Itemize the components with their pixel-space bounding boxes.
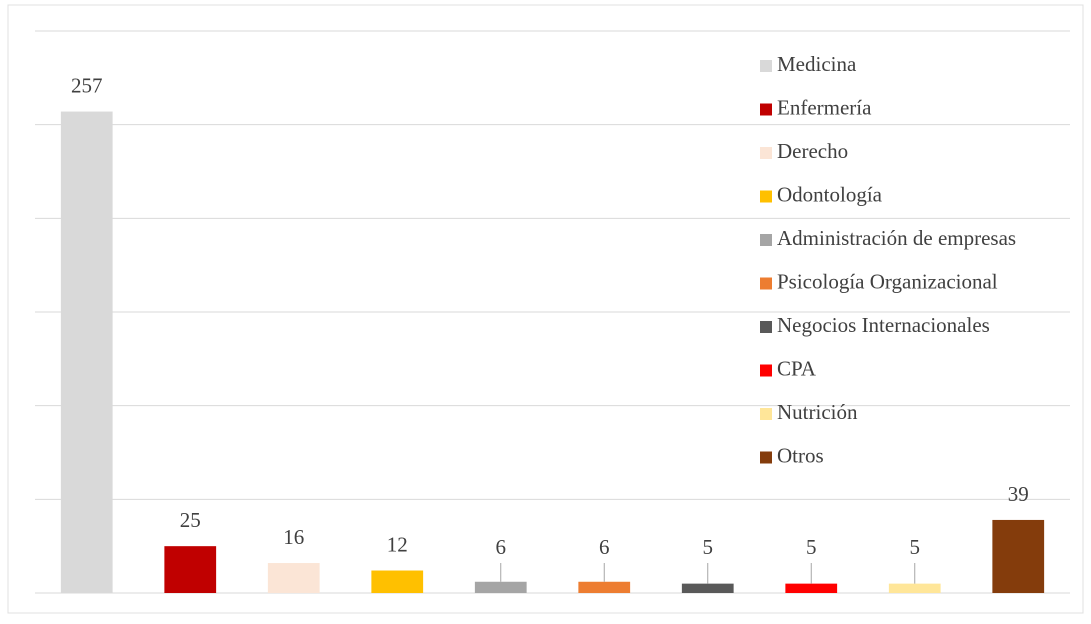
data-label: 5 — [910, 535, 921, 559]
legend-label: Negocios Internacionales — [777, 313, 990, 337]
legend-swatch — [760, 60, 772, 72]
legend-label: Derecho — [777, 139, 848, 163]
bar — [888, 583, 941, 593]
bar — [267, 563, 320, 593]
bar — [164, 546, 217, 593]
data-label: 12 — [387, 532, 408, 556]
legend-label: Otros — [777, 443, 824, 467]
bar — [578, 581, 631, 593]
bar — [992, 519, 1045, 593]
legend-label: Odontología — [777, 182, 883, 206]
legend-swatch — [760, 234, 772, 246]
legend-swatch — [760, 451, 772, 464]
bar — [474, 581, 527, 593]
legend-swatch — [760, 147, 772, 159]
legend-swatch — [760, 321, 772, 333]
legend-label: CPA — [777, 356, 817, 380]
bar — [681, 583, 734, 593]
data-label: 6 — [599, 535, 610, 559]
legend-swatch — [760, 277, 772, 290]
data-label: 257 — [71, 73, 103, 97]
legend-label: Nutrición — [777, 400, 858, 424]
legend-swatch — [760, 364, 772, 377]
bar — [60, 111, 113, 593]
legend-label: Medicina — [777, 52, 857, 76]
chart-border — [7, 4, 1084, 614]
data-label: 6 — [496, 535, 507, 559]
data-label: 5 — [806, 535, 817, 559]
data-label: 25 — [180, 508, 201, 532]
legend-swatch — [760, 190, 772, 203]
data-label: 16 — [283, 525, 304, 549]
legend-label: Administración de empresas — [777, 226, 1016, 250]
bar — [785, 583, 838, 593]
legend-swatch — [760, 408, 772, 420]
data-label: 39 — [1008, 482, 1029, 506]
bar — [371, 570, 424, 593]
legend-label: Enfermería — [777, 95, 872, 119]
legend-label: Psicología Organizacional — [777, 269, 998, 293]
data-label: 5 — [703, 535, 714, 559]
legend-swatch — [760, 103, 772, 116]
